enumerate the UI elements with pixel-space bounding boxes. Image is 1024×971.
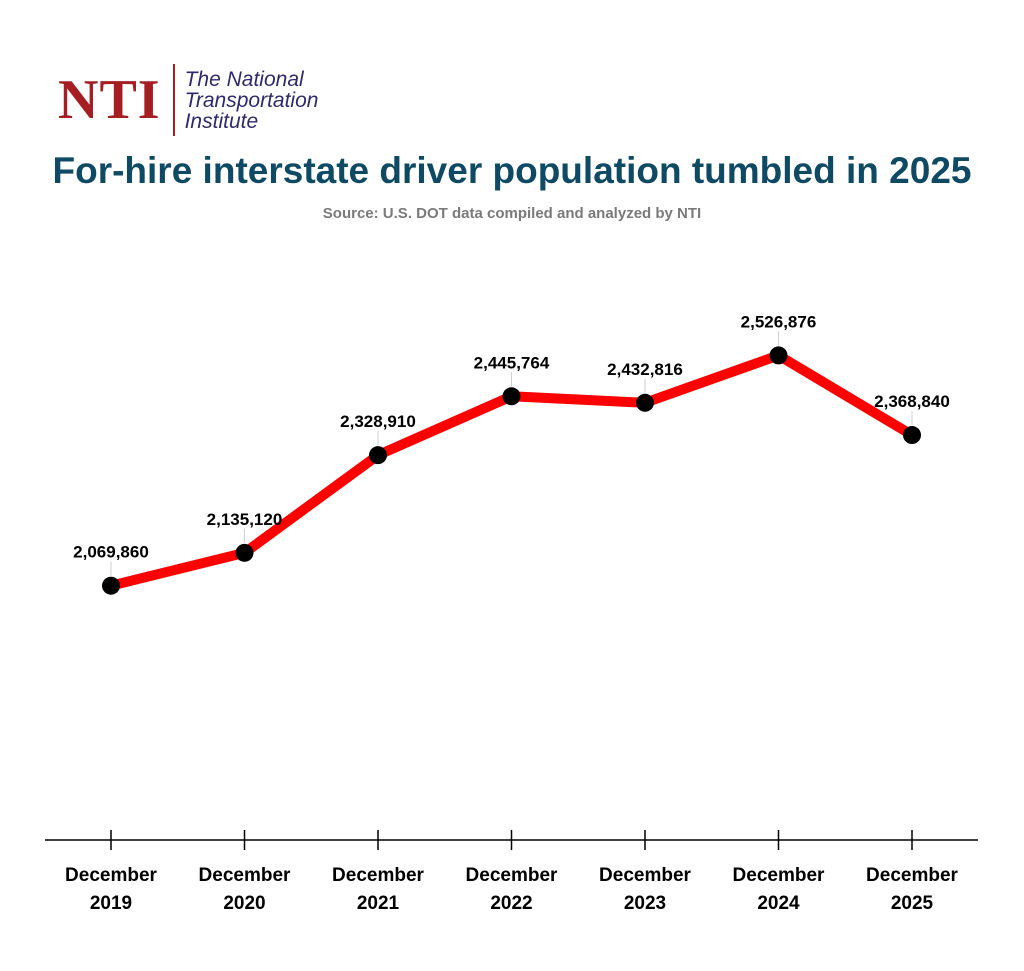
data-label: 2,445,764 [474,353,550,372]
x-tick-label: December [466,865,558,886]
data-point [102,576,120,595]
logo-text-line2: Transportation [184,88,319,112]
x-tick-label: 2021 [357,893,400,914]
x-tick-label: December [599,865,691,886]
chart-subtitle: Source: U.S. DOT data compiled and analy… [322,205,702,222]
x-tick-label: 2020 [223,893,265,914]
data-label: 2,069,860 [73,543,149,562]
data-point [769,346,788,365]
data-point [235,543,254,562]
data-label: 2,328,910 [340,412,416,431]
logo-text-line1: The National [184,67,304,91]
nti-logo: NTI The National Transportation Institut… [58,64,318,136]
x-tick-label: December [866,865,958,886]
x-tick-label: 2025 [891,893,934,914]
data-label: 2,526,876 [741,312,817,331]
logo-mark: NTI [58,69,161,131]
data-point [502,387,521,406]
x-tick-label: December [65,865,157,886]
data-point [369,446,387,465]
logo-text: The National Transportation Institute [185,69,319,132]
data-label: 2,432,816 [607,360,683,379]
x-tick-label: 2022 [490,893,532,914]
logo-text-line3: Institute [184,109,259,133]
data-point [903,426,921,445]
x-tick-label: 2024 [757,893,800,914]
x-tick-label: 2019 [90,893,132,914]
data-point [636,393,654,412]
x-tick-label: December [733,865,825,886]
chart-title: For-hire interstate driver population tu… [52,150,972,191]
x-tick-label: December [332,865,424,886]
logo-divider [172,64,175,136]
data-label: 2,368,840 [874,392,950,411]
data-label: 2,135,120 [207,510,283,529]
x-tick-label: December [199,865,291,886]
x-tick-label: 2023 [624,893,666,914]
